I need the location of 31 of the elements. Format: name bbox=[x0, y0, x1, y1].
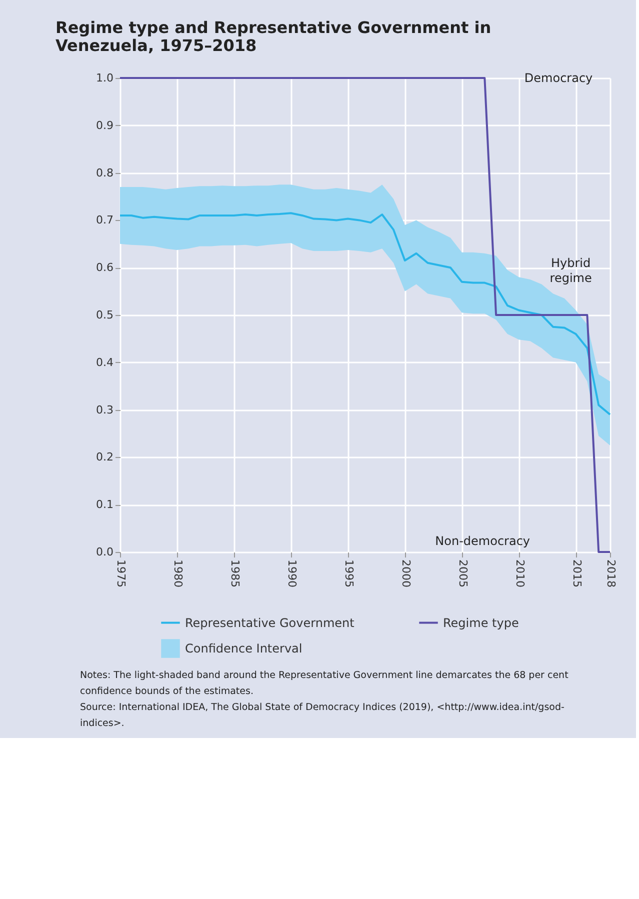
x-tick-label: 2000 bbox=[399, 560, 412, 588]
line-series bbox=[119, 212, 611, 416]
y-tick-label: 0.2 bbox=[96, 450, 114, 464]
x-tick-label: 1980 bbox=[171, 560, 184, 588]
y-tick-label: 0.3 bbox=[96, 403, 114, 416]
x-tick-label: 1985 bbox=[228, 560, 242, 588]
annotation: Non-democracy bbox=[435, 534, 530, 548]
legend-label: Representative Government bbox=[185, 616, 355, 630]
x-tick-label: 2015 bbox=[570, 560, 584, 588]
x-tick-label: 1995 bbox=[342, 560, 356, 588]
y-tick-label: 0.9 bbox=[96, 118, 114, 132]
x-tick-label: 2005 bbox=[456, 560, 470, 588]
y-tick-label: 0.7 bbox=[96, 214, 114, 227]
y-tick-label: 0.4 bbox=[96, 356, 114, 369]
legend-label: Regime type bbox=[443, 616, 519, 630]
y-tick-label: 0.8 bbox=[96, 166, 114, 180]
annotation: Hybrid regime bbox=[550, 256, 592, 285]
x-tick-label: 2010 bbox=[513, 560, 526, 588]
x-tick-label: 1975 bbox=[114, 560, 128, 588]
text: Notes: The light-shaded band around the Representative Government line demarcates the 68 per cent confidence bounds of the estimates. bbox=[80, 670, 569, 697]
y-tick-label: 1.0 bbox=[96, 72, 114, 84]
x-tick-label: 2018 bbox=[604, 560, 618, 588]
source-note: Source: International IDEA, The Global State of Democracy Indices (2019), <http://www.idea.int/gsod-indices>. bbox=[80, 702, 564, 729]
chart-title: Regime type and Representative Government in Venezuela, 1975–2018 bbox=[56, 18, 492, 55]
x-tick-label: 1990 bbox=[285, 560, 298, 588]
y-tick-label: 0.5 bbox=[96, 308, 114, 322]
y-tick-label: 0.1 bbox=[96, 498, 114, 512]
y-tick-label: 0.6 bbox=[96, 261, 114, 274]
y-tick-label: 0.0 bbox=[96, 546, 114, 558]
legend-label: Confidence Interval bbox=[185, 642, 302, 656]
annotation: Democracy bbox=[524, 71, 593, 85]
